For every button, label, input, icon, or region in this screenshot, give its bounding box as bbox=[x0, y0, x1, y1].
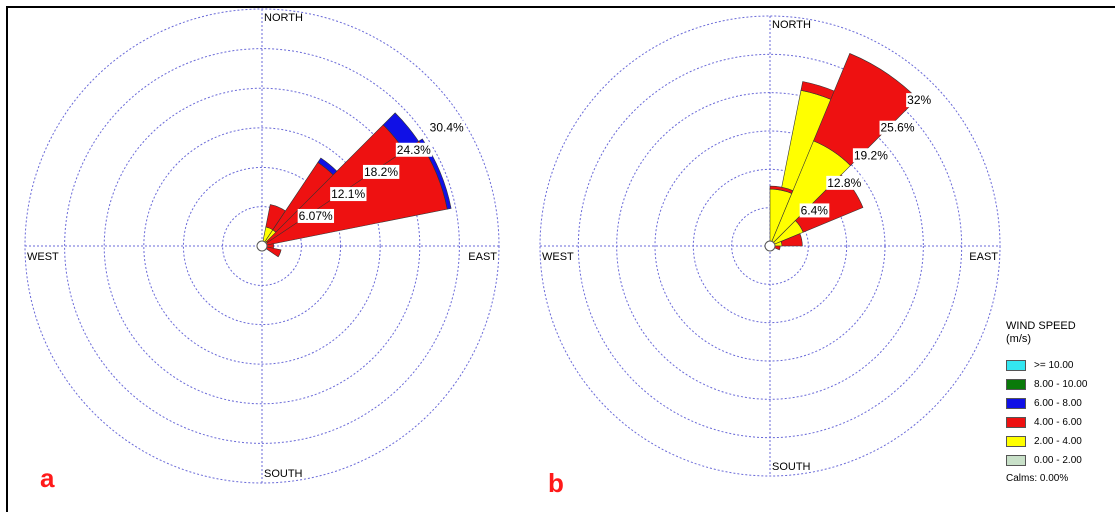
ring-label: 25.6% bbox=[881, 121, 915, 135]
ring-label-bg bbox=[879, 120, 916, 135]
ring-label: 19.2% bbox=[854, 148, 888, 162]
legend-swatch bbox=[1006, 397, 1026, 409]
legend-item: >= 10.00 bbox=[1006, 356, 1114, 374]
legend-label: 8.00 - 10.00 bbox=[1034, 378, 1088, 390]
direction-label-west: WEST bbox=[542, 251, 574, 263]
ring-label: 6.4% bbox=[801, 203, 829, 217]
legend-units: (m/s) bbox=[1006, 333, 1032, 345]
direction-label-south: SOUTH bbox=[264, 468, 303, 480]
direction-label-east: EAST bbox=[969, 251, 998, 263]
legend-item: 2.00 - 4.00 bbox=[1006, 432, 1114, 450]
ring-label-bg bbox=[297, 208, 335, 223]
ring-circle bbox=[182, 166, 342, 326]
legend-calms: Calms: 0.00% bbox=[1006, 473, 1069, 484]
ring-circle bbox=[143, 127, 381, 365]
direction-label-east: EAST bbox=[468, 251, 497, 263]
ring-label: 6.07% bbox=[299, 209, 333, 223]
direction-label-south: SOUTH bbox=[772, 461, 811, 473]
panel-label: a bbox=[40, 463, 55, 493]
direction-label-west: WEST bbox=[27, 251, 59, 263]
legend-label: 0.00 - 2.00 bbox=[1034, 454, 1082, 466]
panel-label: b bbox=[548, 468, 564, 498]
direction-label-north: NORTH bbox=[772, 19, 811, 31]
ring-label: 18.2% bbox=[364, 165, 398, 179]
ring-label: 32% bbox=[907, 93, 931, 107]
ring-label: 12.8% bbox=[827, 176, 861, 190]
ring-label-bg bbox=[395, 142, 433, 157]
wind-rose-b: 6.4% 12.8% 19.2% 25.6% 32% NORTH EAST SOUTH WEST… bbox=[539, 15, 1001, 498]
legend: WIND SPEED (m/s) >= 10.00 8.00 - 10.00 6.0… bbox=[1006, 320, 1114, 484]
legend-item: 6.00 - 8.00 bbox=[1006, 394, 1114, 412]
legend-label: 4.00 - 6.00 bbox=[1034, 416, 1082, 428]
legend-swatch bbox=[1006, 359, 1026, 371]
ring-label: 24.3% bbox=[397, 143, 431, 157]
legend-swatch bbox=[1006, 454, 1026, 466]
ring-label-bg bbox=[906, 93, 933, 108]
wind-rose-a: 6.07% 12.1% 18.2% 24.3% 30.4% NORTH EAST SOUTH W… bbox=[24, 8, 500, 493]
ring-label: 30.4% bbox=[430, 121, 464, 135]
center-hub bbox=[764, 240, 776, 252]
ring-label-bg bbox=[826, 175, 863, 190]
legend-rows: >= 10.00 8.00 - 10.00 6.00 - 8.00 4.00 - 6.… bbox=[1006, 356, 1114, 469]
ring-label-bg bbox=[852, 148, 890, 163]
ring-label-bg bbox=[330, 187, 367, 202]
direction-label-north: NORTH bbox=[264, 12, 303, 24]
ring-label-bg bbox=[428, 120, 466, 135]
ring-label: 12.1% bbox=[331, 187, 365, 201]
legend-swatch bbox=[1006, 378, 1026, 390]
legend-item: 4.00 - 6.00 bbox=[1006, 413, 1114, 431]
legend-title: WIND SPEED bbox=[1006, 320, 1076, 332]
ring-circle bbox=[103, 87, 421, 405]
legend-item: 0.00 - 2.00 bbox=[1006, 451, 1114, 469]
ring-label-bg bbox=[799, 203, 830, 218]
legend-label: 6.00 - 8.00 bbox=[1034, 397, 1082, 409]
ring-label-bg bbox=[362, 164, 400, 179]
ring-circle bbox=[539, 15, 1001, 477]
figure-frame bbox=[6, 6, 1115, 512]
ring-circle bbox=[64, 48, 460, 444]
legend-label: 2.00 - 4.00 bbox=[1034, 435, 1082, 447]
sector-4-bin-2 bbox=[780, 233, 803, 247]
center-hub bbox=[256, 240, 268, 252]
legend-swatch bbox=[1006, 435, 1026, 447]
legend-swatch bbox=[1006, 416, 1026, 428]
legend-item: 8.00 - 10.00 bbox=[1006, 375, 1114, 393]
legend-label: >= 10.00 bbox=[1034, 359, 1074, 371]
